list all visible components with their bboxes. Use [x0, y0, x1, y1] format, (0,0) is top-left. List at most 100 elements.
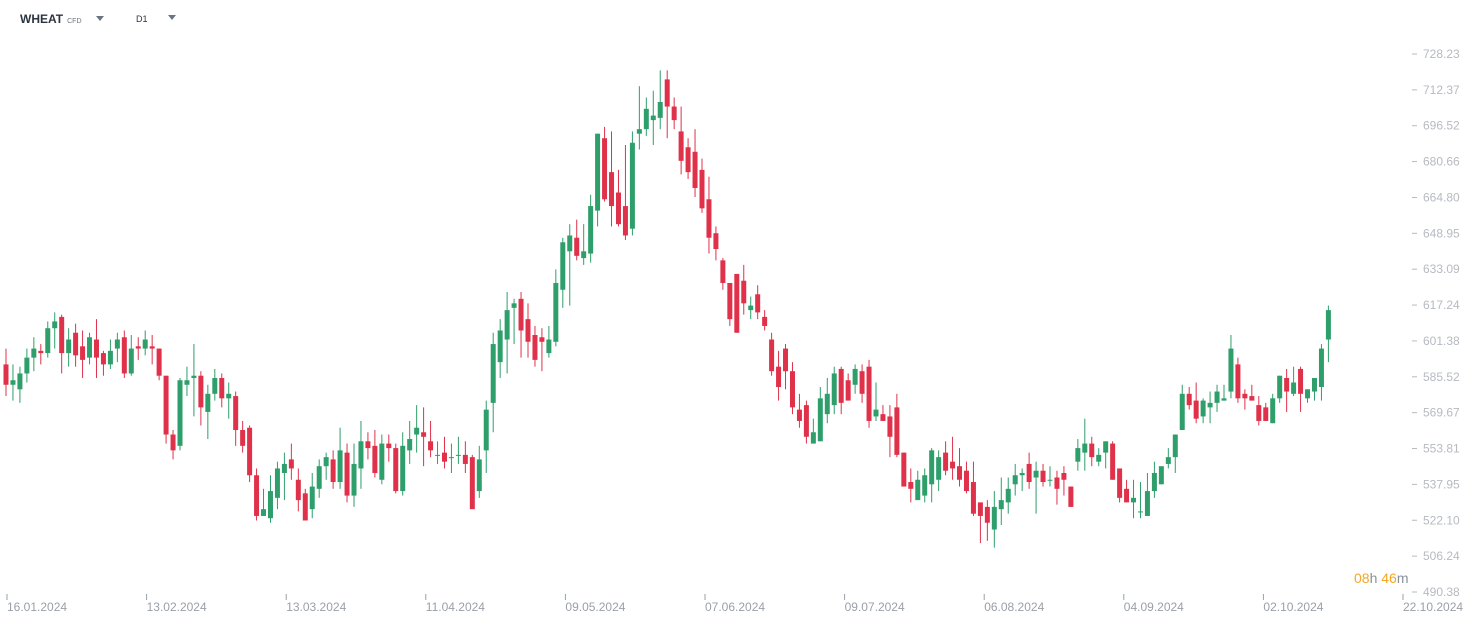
candle-body — [762, 316, 768, 326]
candle — [1325, 305, 1331, 363]
candle-body — [1263, 407, 1269, 421]
candle — [1124, 479, 1130, 503]
candle-body — [880, 414, 886, 421]
timeframe-selector[interactable]: D1 — [136, 14, 176, 24]
candle-body — [421, 432, 427, 437]
candle-body — [595, 133, 601, 211]
candle-body — [984, 506, 990, 523]
candle-body — [114, 339, 120, 349]
candle — [852, 364, 858, 394]
symbol-selector[interactable]: WHEAT CFD — [20, 12, 104, 26]
candle — [191, 344, 197, 417]
candle-body — [629, 142, 635, 229]
candle-body — [1061, 472, 1067, 480]
candle-body — [1131, 497, 1137, 503]
candle-body — [1318, 348, 1324, 388]
candle-body — [525, 319, 531, 342]
candle-body — [1117, 468, 1123, 498]
y-tick-label: 537.95 — [1423, 477, 1460, 491]
candle — [38, 344, 44, 365]
candle — [163, 375, 169, 444]
candle — [135, 337, 141, 360]
candle-body — [281, 463, 287, 473]
candle — [831, 366, 837, 415]
candle-body — [532, 334, 538, 360]
candle — [261, 488, 267, 516]
candle-body — [372, 445, 378, 473]
y-tick-label: 585.52 — [1423, 370, 1460, 384]
candle-body — [302, 493, 308, 521]
candle-body — [1235, 364, 1241, 399]
candle-body — [226, 393, 232, 399]
candle-body — [977, 502, 983, 516]
candle — [219, 373, 225, 408]
candle-body — [142, 339, 148, 349]
candle — [386, 434, 392, 462]
candle — [1172, 434, 1178, 473]
candle-body — [177, 380, 183, 446]
candle — [107, 339, 113, 369]
candle — [1047, 466, 1053, 487]
candle — [448, 443, 454, 473]
candle — [31, 337, 37, 372]
candle-body — [1151, 472, 1157, 492]
candle-body — [901, 452, 907, 487]
candle — [588, 194, 594, 263]
candle — [198, 371, 204, 426]
candle-body — [1137, 511, 1143, 513]
candle-body — [1019, 472, 1025, 476]
candle-body — [741, 280, 747, 304]
candle-body — [1110, 443, 1116, 480]
y-tick-label: 680.66 — [1423, 155, 1460, 169]
candle-body — [87, 337, 93, 358]
candle-body — [365, 441, 371, 449]
candle — [963, 461, 969, 494]
x-tick-label: 02.10.2024 — [1263, 600, 1323, 614]
candle — [901, 452, 907, 487]
candle-body — [963, 470, 969, 492]
candle — [671, 97, 677, 130]
candle — [1068, 486, 1074, 507]
candle — [407, 420, 413, 464]
candle-body — [1270, 398, 1276, 424]
candle-body — [337, 450, 343, 483]
candle — [435, 441, 441, 464]
candle — [1026, 452, 1032, 489]
candle — [936, 450, 942, 492]
candle — [504, 292, 510, 374]
candle-body — [727, 282, 733, 320]
candle-body — [10, 380, 16, 385]
candle-body — [219, 377, 225, 399]
candle — [100, 350, 106, 376]
candle-body — [574, 237, 580, 256]
candle — [87, 332, 93, 365]
candle — [351, 443, 357, 507]
candle — [1270, 393, 1276, 424]
candle-body — [943, 452, 949, 471]
candle-body — [358, 441, 364, 469]
candle — [1311, 377, 1317, 401]
candle — [518, 292, 524, 358]
x-tick-label: 11.04.2024 — [426, 600, 485, 614]
candle — [247, 425, 253, 483]
candle — [970, 461, 976, 516]
candle — [330, 450, 336, 489]
candle-body — [796, 409, 802, 421]
candle — [1019, 468, 1025, 492]
candle-body — [1068, 486, 1074, 507]
candle-body — [386, 443, 392, 449]
x-tick-label: 09.07.2024 — [845, 600, 905, 614]
candle — [73, 323, 79, 367]
candle-body — [198, 375, 204, 408]
candle-body — [344, 452, 350, 496]
candle — [1186, 387, 1192, 410]
candle-body — [1040, 470, 1046, 483]
candle — [748, 296, 754, 320]
candle — [17, 366, 23, 403]
candle — [1033, 461, 1039, 514]
candle-body — [156, 348, 162, 376]
candle — [142, 330, 148, 356]
y-tick-label: 506.24 — [1423, 549, 1460, 563]
candle — [1235, 357, 1241, 403]
